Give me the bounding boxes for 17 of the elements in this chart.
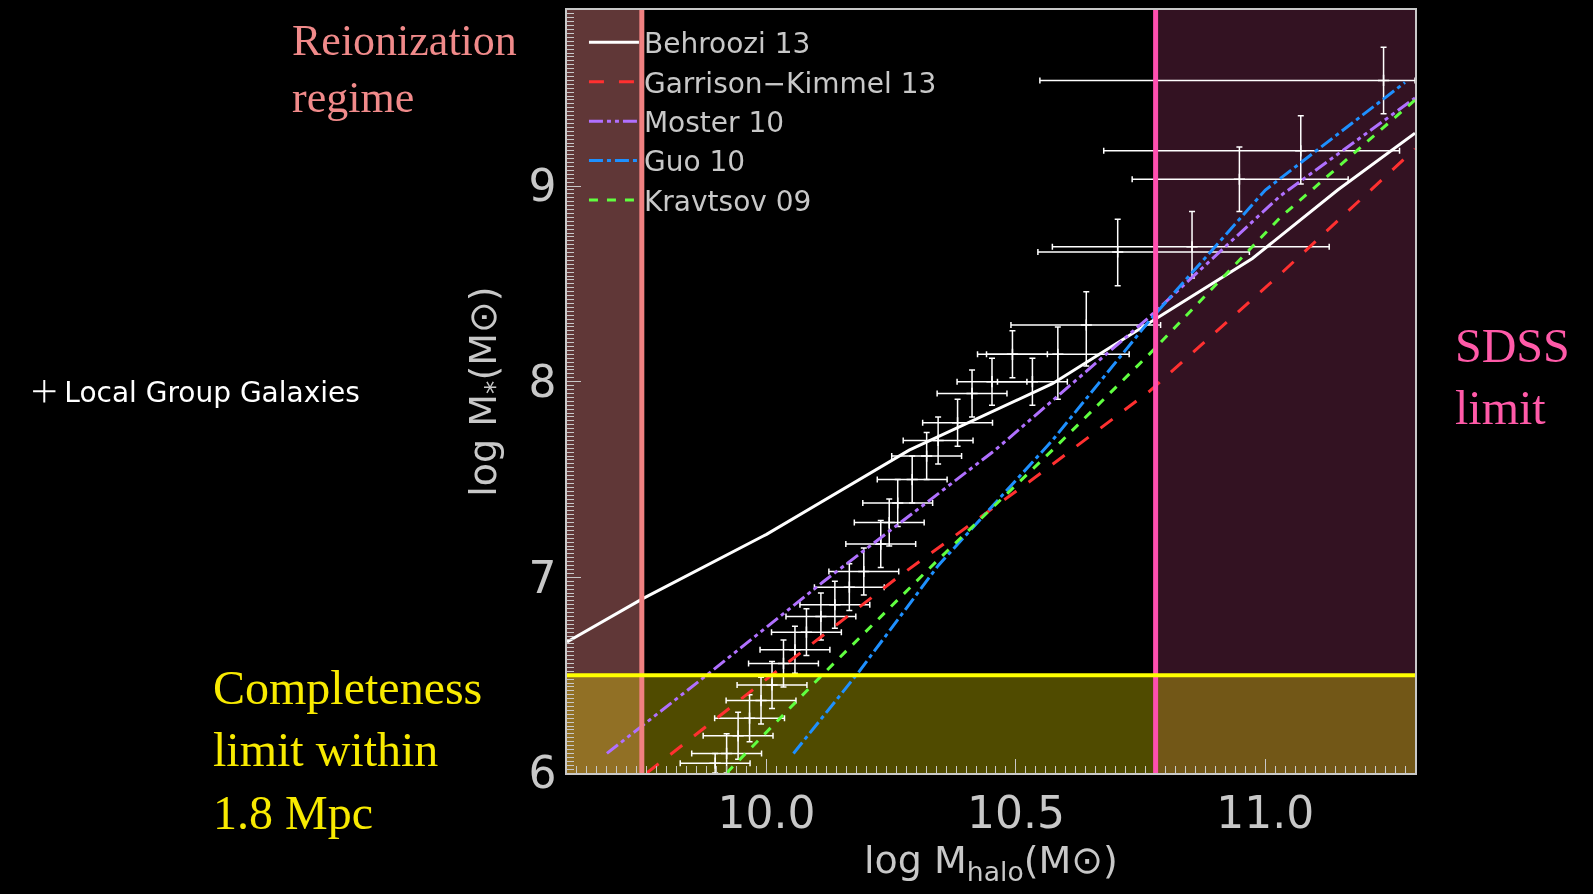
legend-label: Moster 10 [643, 106, 785, 140]
x-tick-label: 10.5 [966, 786, 1065, 838]
legend-label: Behroozi 13 [643, 27, 811, 61]
legend-label: Local Group Galaxies [64, 376, 360, 410]
band-label: Completeness limit within 1.8 Mpc [213, 661, 483, 839]
x-tick-label: 11.0 [1216, 786, 1315, 838]
legend-label: Garrison−Kimmel 13 [643, 66, 937, 100]
y-tick-label: 8 [528, 356, 557, 408]
legend-label: Guo 10 [643, 145, 746, 179]
band-label: SDSS limit [1455, 319, 1570, 435]
band-label: Reionization regime [292, 16, 517, 123]
x-tick-label: 10.0 [717, 786, 816, 838]
y-tick-label: 6 [528, 747, 557, 799]
legend-label: Kravtsov 09 [643, 184, 812, 218]
y-tick-label: 7 [528, 551, 557, 603]
y-tick-label: 9 [528, 160, 557, 212]
x-axis-title: log M$_{halo}$(M⊙) [864, 837, 1118, 887]
